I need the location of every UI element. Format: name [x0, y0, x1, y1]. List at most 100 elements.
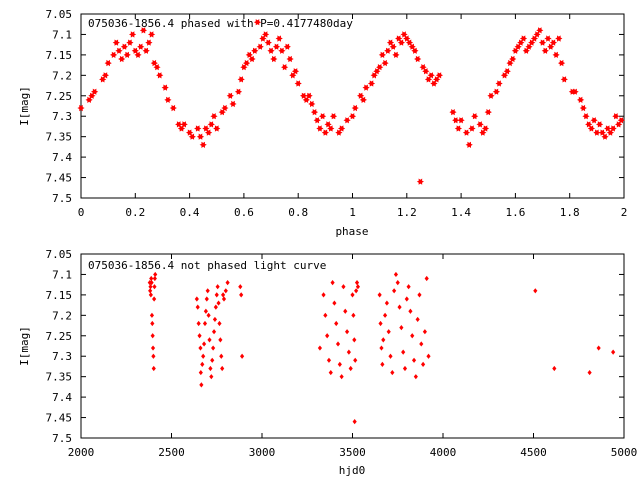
data-point: [403, 35, 411, 42]
data-point: [378, 320, 383, 327]
data-point: [393, 271, 399, 278]
y-tick-label: 7.4: [52, 391, 72, 404]
data-point: [272, 43, 281, 50]
data-point: [457, 117, 465, 124]
data-point: [405, 39, 414, 46]
y-tick-label: 7.45: [46, 172, 73, 185]
data-point: [317, 345, 322, 351]
data-point: [528, 39, 536, 46]
data-point: [471, 113, 479, 120]
data-point: [422, 68, 430, 75]
data-point: [449, 109, 457, 116]
data-point: [481, 125, 490, 132]
data-point: [506, 59, 514, 67]
data-point: [587, 369, 592, 376]
data-point: [150, 59, 158, 67]
data-point: [225, 280, 230, 286]
axis-ticks: 0 0.2 0.4 0.6 0.8 1 1.2 1.4 1.6 1.8 2 7.05 7.1 7.15 7.…: [46, 8, 628, 219]
chart-title: 075036-1856.4 phased with P=0.4177480day: [88, 17, 353, 30]
data-point: [593, 129, 601, 136]
x-tick-label: 1.2: [397, 206, 417, 219]
data-point: [145, 39, 153, 46]
data-point: [196, 320, 201, 327]
data-point: [104, 59, 112, 67]
data-point: [218, 109, 226, 116]
data-point: [617, 117, 625, 124]
data-point: [424, 275, 429, 282]
data-point: [530, 35, 538, 42]
data-point: [213, 304, 218, 310]
data-point: [151, 353, 156, 359]
data-point: [355, 284, 361, 290]
data-point: [343, 308, 348, 314]
data-point: [525, 43, 533, 50]
data-point: [286, 55, 294, 63]
data-point: [327, 125, 335, 132]
data-point: [194, 296, 199, 302]
data-point: [234, 88, 243, 95]
data-point: [199, 382, 204, 388]
data-point: [278, 47, 286, 54]
data-point: [305, 92, 313, 99]
x-tick-label: 0.8: [288, 206, 308, 219]
data-point: [137, 43, 145, 50]
data-point: [427, 72, 435, 79]
y-tick-label: 7.15: [46, 289, 73, 302]
data-point: [229, 100, 237, 108]
data-point: [609, 125, 617, 132]
x-tick-label: 1.4: [451, 206, 471, 219]
data-point: [533, 31, 541, 38]
data-point: [194, 125, 202, 132]
data-point: [339, 374, 344, 380]
data-point: [198, 345, 203, 351]
x-tick-label: 0: [78, 206, 85, 219]
data-point: [596, 121, 604, 128]
data-point: [139, 27, 147, 34]
data-point: [397, 39, 405, 46]
data-point: [402, 365, 408, 372]
data-point: [454, 125, 462, 132]
y-tick-label: 7.05: [46, 248, 73, 261]
data-point: [533, 288, 538, 294]
data-point: [153, 271, 158, 278]
x-tick-label: 1.6: [505, 206, 525, 219]
data-point: [264, 39, 272, 46]
data-point: [381, 59, 389, 67]
data-point: [422, 329, 427, 335]
data-point: [571, 88, 579, 95]
data-point: [476, 121, 484, 128]
data-point: [598, 129, 606, 136]
x-tick-label: 3000: [249, 446, 276, 459]
data-point: [283, 43, 291, 50]
data-point: [415, 316, 420, 323]
data-point: [131, 47, 139, 54]
data-point: [536, 27, 544, 34]
data-point: [214, 292, 219, 298]
data-point: [367, 80, 376, 87]
y-tick-label: 7.3: [52, 350, 72, 363]
data-point: [373, 68, 381, 75]
data-point: [541, 47, 549, 54]
data-points: [77, 19, 625, 185]
y-tick-label: 7.25: [46, 90, 73, 103]
data-point: [350, 292, 355, 298]
data-point: [198, 369, 203, 376]
data-point: [465, 141, 473, 148]
data-point: [196, 133, 205, 140]
data-point: [424, 76, 433, 83]
data-point: [555, 35, 563, 42]
x-tick-label: 0.2: [125, 206, 145, 219]
data-point: [148, 288, 153, 294]
data-point: [321, 292, 326, 298]
y-tick-label: 7.4: [52, 151, 72, 164]
data-point: [386, 329, 391, 335]
data-point: [99, 76, 107, 83]
data-point: [325, 333, 330, 339]
data-point: [188, 133, 196, 140]
x-axis-label: phase: [335, 225, 368, 238]
data-point: [209, 374, 214, 380]
data-point: [326, 357, 332, 363]
data-point: [479, 129, 487, 136]
data-point: [177, 125, 186, 132]
x-tick-label: 2000: [68, 446, 95, 459]
